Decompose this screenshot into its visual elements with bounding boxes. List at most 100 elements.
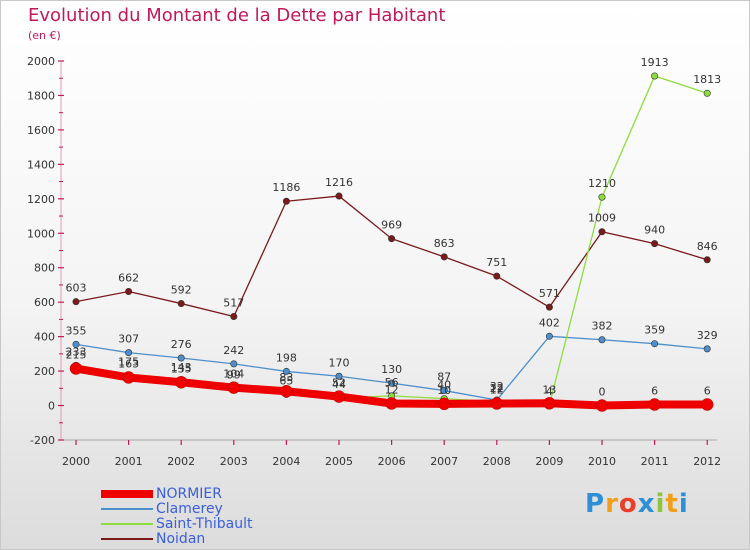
- data-point-clamerey: [440, 387, 448, 395]
- data-label-saint-thibault: 4: [546, 385, 553, 398]
- brand-letter: i: [655, 489, 666, 519]
- data-label-noidan: 1186: [272, 181, 300, 194]
- data-point-normier: [227, 381, 241, 394]
- data-label-saint-thibault: 175: [118, 355, 139, 368]
- data-point-normier: [543, 397, 556, 410]
- data-label-noidan: 1216: [325, 176, 353, 189]
- data-point-noidan: [493, 272, 501, 280]
- data-label-noidan: 969: [381, 219, 402, 232]
- data-point-normier: [490, 397, 504, 410]
- data-point-noidan: [230, 312, 238, 320]
- data-label-saint-thibault: 44: [332, 378, 346, 391]
- data-point-normier: [332, 390, 346, 403]
- data-label-saint-thibault: 65: [279, 374, 293, 387]
- data-point-clamerey: [230, 360, 238, 368]
- data-point-noidan: [440, 253, 448, 261]
- data-point-noidan: [125, 288, 133, 296]
- data-label-normier: 10: [437, 384, 451, 397]
- x-tick-label: 2012: [693, 455, 721, 468]
- brand-letter: t: [665, 489, 679, 519]
- legend-label: Noidan: [156, 531, 206, 547]
- brand-logo: Proxiti: [585, 489, 689, 519]
- legend-swatch: [101, 490, 153, 498]
- legend-label: Clamerey: [156, 501, 223, 517]
- chart-title: Evolution du Montant de la Dette par Hab…: [28, 5, 446, 26]
- series-layer: [69, 72, 714, 412]
- data-point-saint-thibault: [651, 72, 659, 80]
- legend-swatch: [101, 538, 153, 540]
- data-label-clamerey: 130: [381, 363, 402, 376]
- data-label-normier: 215: [66, 349, 87, 362]
- chart-unit: (en €): [28, 29, 61, 42]
- data-label-saint-thibault: 56: [385, 376, 399, 389]
- y-tick-label: 1400: [27, 158, 55, 171]
- data-label-saint-thibault: 233: [66, 345, 87, 358]
- data-point-normier: [122, 371, 135, 384]
- y-tick-label: 1200: [27, 193, 55, 206]
- brand-letter: r: [605, 489, 619, 519]
- x-tick-label: 2003: [220, 455, 248, 468]
- data-label-clamerey: 170: [329, 356, 350, 369]
- data-label-noidan: 662: [118, 272, 139, 285]
- data-point-saint-thibault: [703, 89, 711, 97]
- legend-label: Saint-Thibault: [156, 516, 253, 532]
- x-tick-label: 2010: [588, 455, 616, 468]
- data-point-clamerey: [703, 345, 711, 353]
- data-label-noidan: 517: [223, 296, 244, 309]
- legend-swatch: [101, 523, 153, 525]
- x-tick-label: 2011: [641, 455, 669, 468]
- data-label-noidan: 571: [539, 287, 560, 300]
- data-point-clamerey: [598, 336, 606, 344]
- data-point-saint-thibault: [598, 193, 606, 201]
- x-tick-label: 2004: [272, 455, 300, 468]
- data-point-normier: [174, 376, 188, 389]
- y-tick-label: 600: [34, 296, 55, 309]
- data-label-saint-thibault: 1913: [641, 56, 669, 69]
- data-label-normier: 52: [332, 377, 346, 390]
- data-label-noidan: 940: [644, 224, 665, 237]
- data-label-normier: 13: [542, 383, 556, 396]
- data-point-noidan: [598, 228, 606, 236]
- data-point-clamerey: [335, 372, 343, 380]
- data-point-noidan: [388, 235, 396, 243]
- legend-swatch: [101, 508, 153, 510]
- data-label-saint-thibault: 40: [437, 379, 451, 392]
- data-label-clamerey: 32: [490, 380, 504, 393]
- data-label-clamerey: 307: [118, 333, 139, 346]
- data-label-noidan: 1009: [588, 212, 616, 225]
- data-point-normier: [648, 398, 661, 411]
- data-label-saint-thibault: 99: [227, 368, 241, 381]
- brand-letter: o: [618, 489, 638, 519]
- data-label-saint-thibault: 143: [171, 361, 192, 374]
- data-point-normier: [280, 384, 293, 398]
- y-tick-label: 1000: [27, 227, 55, 240]
- data-point-normier: [385, 397, 398, 410]
- y-tick-label: 200: [34, 365, 55, 378]
- y-tick-label: 1800: [27, 89, 55, 102]
- x-tick-label: 2005: [325, 455, 353, 468]
- data-point-clamerey: [545, 332, 553, 340]
- data-label-clamerey: 242: [223, 344, 244, 357]
- data-label-normier: 6: [651, 385, 658, 398]
- data-point-clamerey: [177, 354, 185, 362]
- data-label-clamerey: 87: [437, 371, 451, 384]
- data-label-saint-thibault: 22: [490, 382, 504, 395]
- data-point-noidan: [335, 192, 343, 200]
- data-label-clamerey: 276: [171, 338, 192, 351]
- data-point-clamerey: [651, 340, 659, 348]
- data-label-normier: 104: [223, 368, 244, 381]
- x-tick-label: 2000: [62, 455, 90, 468]
- data-label-noidan: 863: [434, 237, 455, 250]
- data-label-clamerey: 359: [644, 324, 665, 337]
- y-tick-label: -200: [30, 434, 55, 447]
- y-tick-label: 800: [34, 262, 55, 275]
- y-tick-label: 2000: [27, 55, 55, 68]
- data-label-normier: 6: [704, 385, 711, 398]
- data-label-noidan: 603: [66, 282, 87, 295]
- data-point-clamerey: [125, 349, 133, 357]
- data-label-normier: 83: [279, 371, 293, 384]
- x-tick-label: 2001: [115, 455, 143, 468]
- data-label-clamerey: 329: [697, 329, 718, 342]
